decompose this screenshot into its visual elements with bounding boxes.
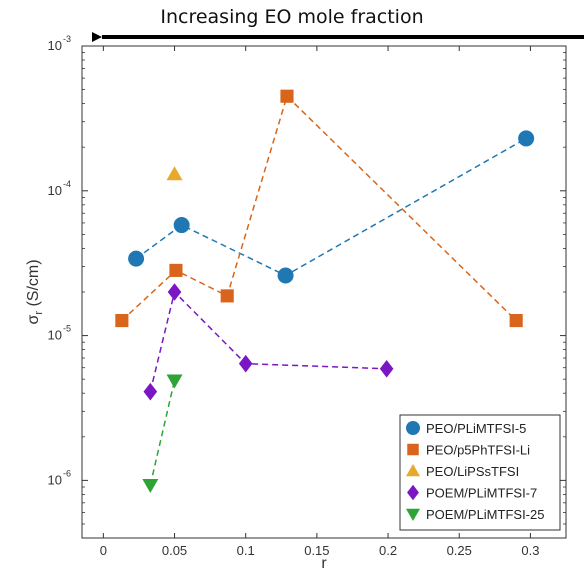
y-tick-exponent: -5 (63, 324, 71, 334)
data-point (166, 374, 183, 389)
data-point (143, 382, 158, 401)
data-point (220, 289, 234, 303)
x-tick-label: 0.2 (379, 543, 397, 558)
y-tick-label: 10 (48, 328, 62, 343)
y-tick-label: 10 (48, 472, 62, 487)
data-point (277, 267, 294, 284)
legend-label: POEM/PLiMTFSI-25 (426, 507, 544, 522)
series-line (149, 290, 387, 392)
legend-marker (407, 484, 419, 501)
data-point (166, 166, 183, 181)
series-4 (143, 283, 394, 401)
legend-marker (407, 443, 419, 456)
data-point (142, 478, 159, 493)
x-tick-label: 0.05 (162, 543, 187, 558)
axes: 0 0.05 0.1 0.15 0.2 0.25 0.310-610-510-410-3 (48, 34, 566, 558)
data-point (167, 283, 182, 301)
data-point (280, 89, 294, 103)
series-line (149, 380, 176, 486)
data-point (238, 354, 253, 373)
legend-label: PEO/p5PhTFSI-Li (426, 443, 530, 458)
series-2 (115, 89, 523, 328)
data-point (128, 250, 145, 267)
data-point (518, 130, 535, 147)
data-point (169, 263, 183, 277)
y-tick-label: 10 (48, 183, 62, 198)
legend-box (399, 414, 561, 531)
x-tick-label: 0.25 (447, 543, 472, 558)
y-tick-exponent: -4 (63, 179, 71, 189)
x-tick-label: 0.15 (304, 543, 329, 558)
x-tick-label: 0.3 (521, 543, 539, 558)
y-axis-label: σr (S/cm) (25, 259, 45, 324)
y-tick-label: 10 (48, 38, 62, 53)
x-tick-label: 0 (100, 543, 107, 558)
x-tick-label: 0.1 (237, 543, 255, 558)
legend-label: PEO/PLiMTFSI-5 (426, 421, 526, 436)
series-line (135, 137, 527, 277)
series-layer (115, 89, 535, 493)
axis-labels: r σr (S/cm) (25, 259, 327, 572)
legend-marker (406, 464, 420, 477)
y-tick-exponent: -6 (63, 468, 71, 478)
legend-marker (406, 421, 420, 435)
data-point (173, 217, 190, 234)
legend-marker (406, 508, 420, 521)
series-1 (128, 130, 535, 284)
legend: PEO/PLiMTFSI-5 PEO/p5PhTFSI-Li PEO/LiPSsTF… (399, 414, 561, 531)
data-point (379, 359, 394, 378)
legend-label: POEM/PLiMTFSI-7 (426, 486, 537, 501)
legend-label: PEO/LiPSsTFSI (426, 464, 519, 479)
data-point (509, 313, 523, 328)
series-5 (142, 374, 183, 493)
data-point (115, 313, 129, 328)
x-axis-label: r (321, 555, 327, 572)
eo-fraction-annotation: Increasing EO mole fraction (160, 6, 424, 28)
series-line (121, 94, 517, 322)
y-tick-exponent: -3 (63, 34, 71, 44)
series-3 (166, 166, 183, 181)
